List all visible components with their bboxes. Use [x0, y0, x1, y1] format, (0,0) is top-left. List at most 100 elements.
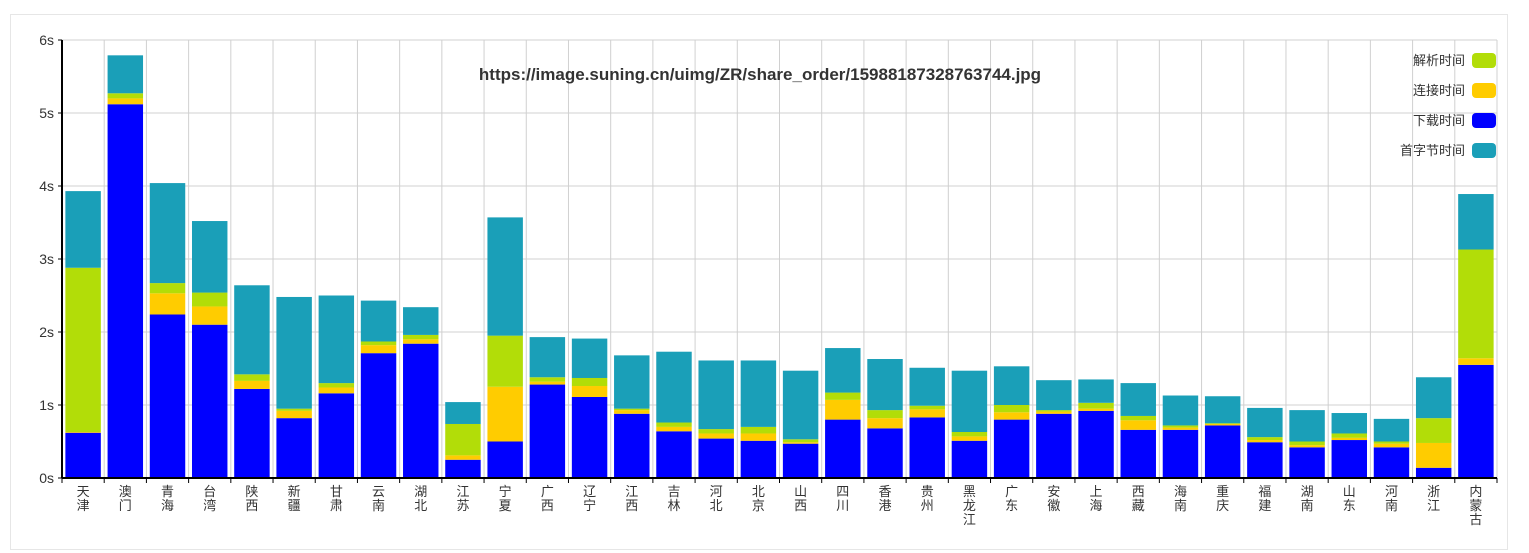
legend-swatch — [1472, 143, 1496, 158]
y-tick-label: 5s — [39, 105, 54, 121]
x-tick-label: 河北 — [710, 485, 723, 514]
x-tick-label: 北京 — [752, 485, 765, 514]
bar-segment — [951, 432, 988, 437]
bar-segment — [571, 338, 608, 378]
bar-segment — [1289, 445, 1325, 448]
x-tick-label: 西藏 — [1132, 485, 1145, 514]
bar-segment — [1162, 425, 1199, 428]
y-tick-label: 6s — [39, 32, 54, 48]
bar-segment — [1458, 249, 1494, 359]
bar-segment — [445, 423, 481, 456]
bar-segment — [403, 334, 439, 340]
bar-segment — [993, 412, 1030, 420]
chart-title: https://image.suning.cn/uimg/ZR/share_or… — [479, 65, 1041, 84]
bar-segment — [825, 399, 861, 420]
bar-segment — [656, 351, 692, 423]
bar-segment — [698, 438, 734, 478]
bar-segment — [867, 418, 903, 429]
legend-label: 首字节时间 — [1400, 144, 1465, 159]
bar-segment — [360, 345, 397, 354]
x-tick-label: 天津 — [77, 485, 90, 514]
bar-segment — [1247, 440, 1283, 443]
x-tick-label: 陕西 — [245, 485, 258, 514]
bar-segment — [698, 429, 734, 434]
bar-segment — [445, 402, 481, 424]
x-tick-label: 四川 — [836, 485, 849, 514]
bar-segment — [1120, 420, 1156, 430]
bar-segment — [1162, 395, 1199, 426]
x-tick-label: 香港 — [879, 485, 892, 514]
x-tick-label: 江苏 — [456, 485, 469, 514]
x-tick-label: 湖北 — [414, 485, 427, 514]
bar-segment — [445, 455, 481, 460]
bar-segment — [571, 377, 608, 387]
bar-segment — [529, 384, 566, 478]
bar-segment — [487, 335, 523, 387]
bar-segment — [1247, 437, 1283, 441]
legend-swatch — [1472, 53, 1496, 68]
x-tick-label: 湖南 — [1301, 485, 1314, 514]
bar-segment — [360, 353, 397, 478]
x-tick-label: 贵州 — [921, 485, 934, 514]
bar-segment — [909, 409, 945, 418]
bar-segment — [951, 370, 988, 433]
bar-segment — [403, 339, 439, 344]
bar-segment — [993, 405, 1030, 413]
bar-segment — [782, 370, 819, 440]
bar-segment — [656, 431, 692, 478]
bar-segment — [1162, 427, 1199, 430]
legend-label: 连接时间 — [1413, 83, 1465, 99]
bar-segment — [1204, 396, 1241, 424]
bar-segment — [191, 221, 228, 293]
bar-segment — [529, 337, 566, 378]
bar-segment — [234, 380, 270, 389]
bar-segment — [487, 441, 523, 478]
bar-segment — [825, 392, 861, 400]
bars — [65, 55, 1494, 479]
x-tick-label: 江西 — [625, 485, 638, 514]
bar-segment — [740, 433, 777, 441]
legend-swatch — [1472, 113, 1496, 128]
bar-segment — [909, 405, 945, 410]
x-tick-label: 黑龙江 — [963, 485, 976, 528]
bar-segment — [1120, 429, 1156, 478]
bar-segment — [318, 387, 355, 394]
bar-segment — [698, 433, 734, 439]
bar-segment — [1331, 433, 1368, 438]
bar-segment — [529, 377, 566, 382]
bar-segment — [149, 183, 186, 284]
bar-segment — [1415, 418, 1452, 443]
bar-segment — [867, 428, 903, 478]
bar-segment — [65, 191, 101, 268]
x-tick-label: 宁夏 — [499, 484, 512, 514]
bar-segment — [529, 381, 566, 385]
x-tick-label: 重庆 — [1216, 484, 1229, 514]
bar-segment — [951, 436, 988, 441]
bar-segment — [318, 383, 355, 388]
bar-segment — [1289, 441, 1325, 446]
bar-segment — [276, 408, 312, 411]
bar-segment — [571, 386, 608, 397]
legend-swatch — [1472, 83, 1496, 98]
bar-segment — [107, 104, 144, 479]
bar-segment — [825, 419, 861, 478]
bar-segment — [614, 413, 650, 478]
bar-segment — [1415, 467, 1452, 478]
bar-segment — [1415, 377, 1452, 419]
x-tick-label: 海南 — [1174, 485, 1187, 514]
y-tick-label: 1s — [39, 397, 54, 413]
bar-segment — [234, 388, 270, 478]
bar-segment — [782, 442, 819, 444]
bar-segment — [909, 367, 945, 406]
bar-segment — [487, 386, 523, 442]
bar-segment — [1078, 410, 1114, 478]
bar-segment — [782, 439, 819, 443]
bar-segment — [1373, 447, 1410, 478]
bar-segment — [1458, 364, 1494, 478]
bar-segment — [571, 396, 608, 478]
bar-segment — [1078, 379, 1114, 403]
bar-segment — [191, 292, 228, 307]
x-tick-label: 新疆 — [288, 484, 301, 514]
x-tick-label: 吉林 — [667, 485, 680, 514]
axes — [58, 39, 1498, 483]
